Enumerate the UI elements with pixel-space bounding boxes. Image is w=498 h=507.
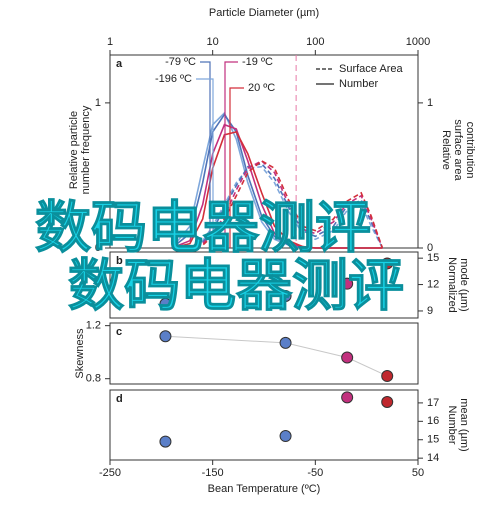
number-line	[171, 130, 383, 249]
x-tick-label: -150	[202, 467, 224, 479]
point	[341, 351, 354, 364]
x-tick-label: -50	[307, 467, 323, 479]
point	[381, 257, 394, 270]
y2-tick-label: 0	[427, 242, 433, 254]
point	[159, 435, 172, 448]
point	[159, 297, 172, 310]
y-tick-label: 0	[95, 242, 101, 254]
y-tick-label: 17	[427, 397, 439, 409]
x-tick-label: 100	[306, 36, 324, 48]
leader-line	[224, 61, 238, 248]
watermark: 数码电器测评	[35, 196, 371, 259]
y2-tick-label: 1	[427, 97, 433, 109]
leader-line	[200, 61, 211, 248]
axis-label: mean (µm)	[458, 398, 470, 451]
axis-label: number frequency	[80, 105, 92, 194]
surface-area-line	[171, 159, 384, 249]
axis-label: Number	[446, 405, 458, 444]
panel-frame	[109, 389, 419, 461]
axis-label: Relative	[440, 130, 452, 170]
axis-label: mode (µm)	[458, 258, 470, 311]
y-tick-label: 16	[427, 415, 439, 427]
y-tick-label: 1	[95, 97, 101, 109]
y-tick-label: 15	[427, 434, 439, 446]
axis-label: Skewness	[74, 328, 86, 379]
axis-label: Normalized	[446, 257, 458, 313]
fit-line	[165, 335, 388, 377]
axis-label: Relative particle	[68, 111, 80, 189]
annotation: -79 ºC	[165, 56, 196, 68]
y-tick-label: 1.2	[86, 320, 101, 332]
y-tick-label: 15	[427, 252, 439, 264]
panel-letter: a	[116, 58, 123, 70]
y-tick-label: 0.8	[86, 373, 101, 385]
x-tick-label: -250	[99, 467, 121, 479]
legend-label: Number	[339, 78, 378, 90]
legend-label: Surface Area	[339, 63, 403, 75]
point	[381, 395, 394, 408]
annotation: -196 ºC	[155, 73, 192, 85]
panel-letter: d	[116, 393, 123, 405]
point	[381, 370, 394, 383]
panel-letter: b	[116, 255, 123, 267]
y-tick-label: 9	[427, 305, 433, 317]
axis-label: surface area	[452, 119, 464, 181]
panel-frame	[109, 322, 419, 385]
x-tick-label: 1	[107, 36, 113, 48]
point	[159, 330, 172, 343]
point	[279, 430, 292, 443]
point	[279, 290, 292, 302]
axis-title: Bean Temperature (ºC)	[208, 483, 321, 495]
x-tick-label: 1000	[406, 36, 430, 48]
x-tick-label: 10	[207, 36, 219, 48]
y-tick-label: 14	[427, 452, 439, 464]
y-tick-label: 12	[427, 278, 439, 290]
panel-frame	[109, 54, 419, 249]
x-tick-label: 50	[412, 467, 424, 479]
surface-area-line	[171, 159, 384, 249]
axis-label: contribution	[464, 122, 476, 179]
axis-title: Particle Diameter (µm)	[209, 7, 319, 19]
leader-line	[229, 87, 244, 248]
leader-line	[196, 78, 214, 248]
surface-area-line	[171, 162, 384, 249]
surface-area-line	[171, 165, 384, 249]
annotation: -19 ºC	[242, 56, 273, 68]
watermark: 数码电器测评	[68, 254, 404, 317]
panel-letter: c	[116, 326, 122, 338]
point	[341, 391, 354, 404]
annotation: 20 ºC	[248, 82, 275, 94]
point	[279, 336, 292, 349]
point	[341, 277, 354, 290]
